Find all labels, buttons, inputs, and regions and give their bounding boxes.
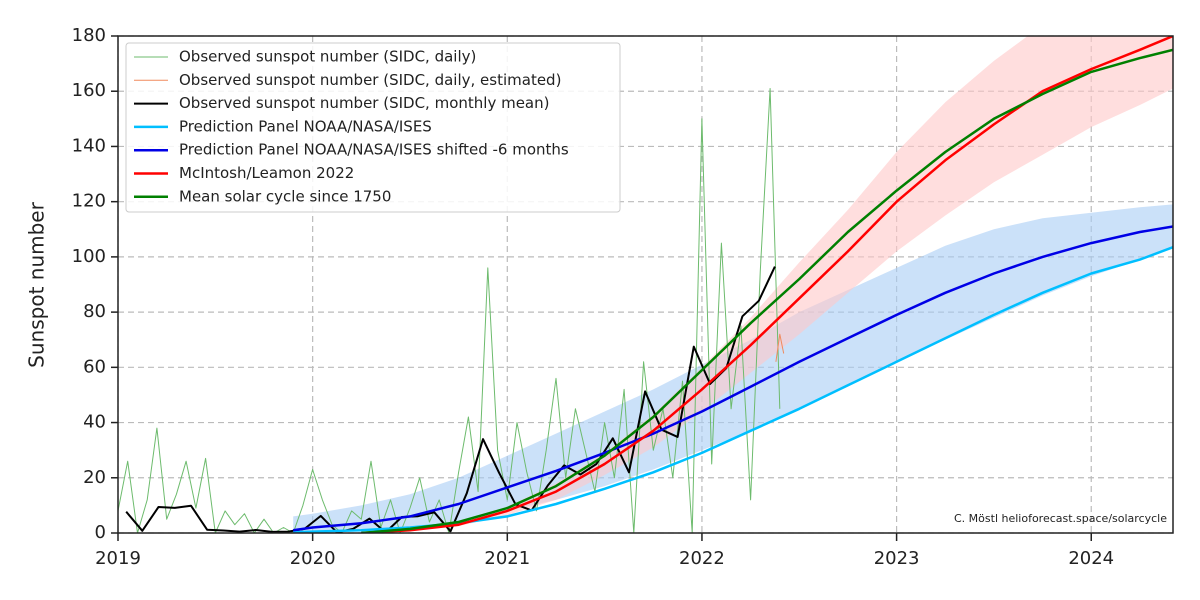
legend-label: Prediction Panel NOAA/NASA/ISES shifted … — [179, 141, 569, 159]
legend-label: McIntosh/Leamon 2022 — [179, 164, 354, 182]
x-tick-label: 2022 — [679, 548, 725, 569]
y-tick-label: 60 — [83, 356, 106, 377]
y-tick-label: 140 — [72, 135, 106, 156]
uncertainty-band — [361, 36, 1173, 533]
x-tick-label: 2023 — [874, 548, 920, 569]
axes: 0 20 40 60 80 100 120 140 160 180 2019 2020 2021 2022… — [72, 25, 1115, 569]
y-axis-label: Sunspot number — [25, 201, 49, 367]
y-tick-label: 100 — [72, 246, 106, 267]
y-tick-label: 20 — [83, 467, 106, 488]
legend-label: Prediction Panel NOAA/NASA/ISES — [179, 117, 432, 135]
x-tick-label: 2024 — [1068, 548, 1114, 569]
plot-area — [118, 36, 1173, 533]
series-line — [361, 48, 1173, 533]
x-tick-label: 2020 — [290, 548, 336, 569]
series-line — [118, 88, 781, 533]
legend-label: Mean solar cycle since 1750 — [179, 187, 391, 205]
legend-label: Observed sunspot number (SIDC, monthly m… — [179, 94, 549, 112]
series-line — [361, 36, 1173, 533]
series-line — [293, 225, 1173, 532]
legend-box — [125, 42, 621, 213]
x-tick-label: 2021 — [484, 548, 530, 569]
series-line — [125, 266, 776, 533]
y-tick-label: 40 — [83, 412, 106, 433]
series-line — [775, 333, 785, 362]
y-tick-label: 160 — [72, 80, 106, 101]
legend-label: Observed sunspot number (SIDC, daily) — [179, 48, 476, 66]
y-tick-label: 180 — [72, 25, 106, 46]
axes-frame — [117, 35, 1174, 534]
y-tick-label: 80 — [83, 301, 106, 322]
legend-label: Observed sunspot number (SIDC, daily, es… — [179, 71, 561, 89]
annotation: C. Möstl helioforecast.space/solarcycle — [954, 512, 1167, 525]
y-tick-label: 0 — [95, 522, 106, 543]
x-tick-label: 2019 — [95, 548, 141, 569]
legend: Observed sunspot number (SIDC, daily) Obs… — [125, 42, 621, 213]
y-tick-label: 120 — [72, 191, 106, 212]
